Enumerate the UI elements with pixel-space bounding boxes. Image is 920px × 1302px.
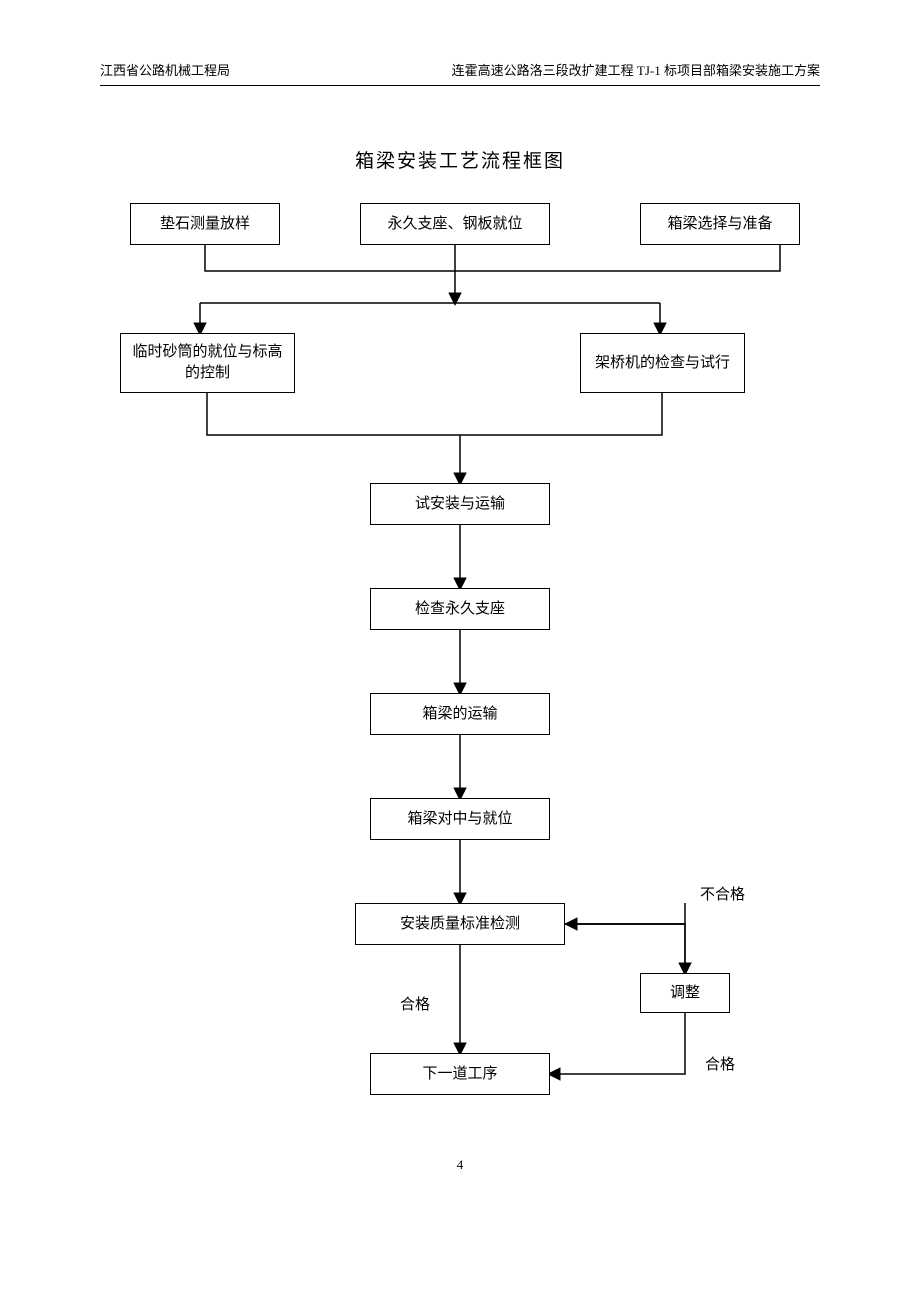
- flowchart-node-n4: 临时砂筒的就位与标高的控制: [120, 333, 295, 393]
- flowchart-node-n8: 箱梁的运输: [370, 693, 550, 735]
- flowchart-node-n6: 试安装与运输: [370, 483, 550, 525]
- flowchart-container: 垫石测量放样 永久支座、钢板就位 箱梁选择与准备临时砂筒的就位与标高的控制 架桥机的检…: [100, 203, 820, 1163]
- flowchart-node-n7: 检查永久支座: [370, 588, 550, 630]
- flowchart-node-n3: 箱梁选择与准备: [640, 203, 800, 245]
- header-left: 江西省公路机械工程局: [100, 60, 230, 79]
- diagram-title: 箱梁安装工艺流程框图: [100, 146, 820, 173]
- flowchart-node-n9: 箱梁对中与就位: [370, 798, 550, 840]
- flowchart-node-n1: 垫石测量放样: [130, 203, 280, 245]
- edge-label: 不合格: [700, 883, 745, 904]
- flowchart-node-n12: 下一道工序: [370, 1053, 550, 1095]
- flowchart-node-n5: 架桥机的检查与试行: [580, 333, 745, 393]
- page-number: 4: [457, 1157, 464, 1173]
- edge-label: 合格: [705, 1053, 735, 1074]
- flowchart-node-n11: 调整: [640, 973, 730, 1013]
- flowchart-node-n2: 永久支座、钢板就位: [360, 203, 550, 245]
- edge-label: 合格: [400, 993, 430, 1014]
- header-right: 连霍高速公路洛三段改扩建工程 TJ-1 标项目部箱梁安装施工方案: [452, 60, 820, 79]
- page-header: 江西省公路机械工程局 连霍高速公路洛三段改扩建工程 TJ-1 标项目部箱梁安装施…: [100, 60, 820, 86]
- flowchart-node-n10: 安装质量标准检测: [355, 903, 565, 945]
